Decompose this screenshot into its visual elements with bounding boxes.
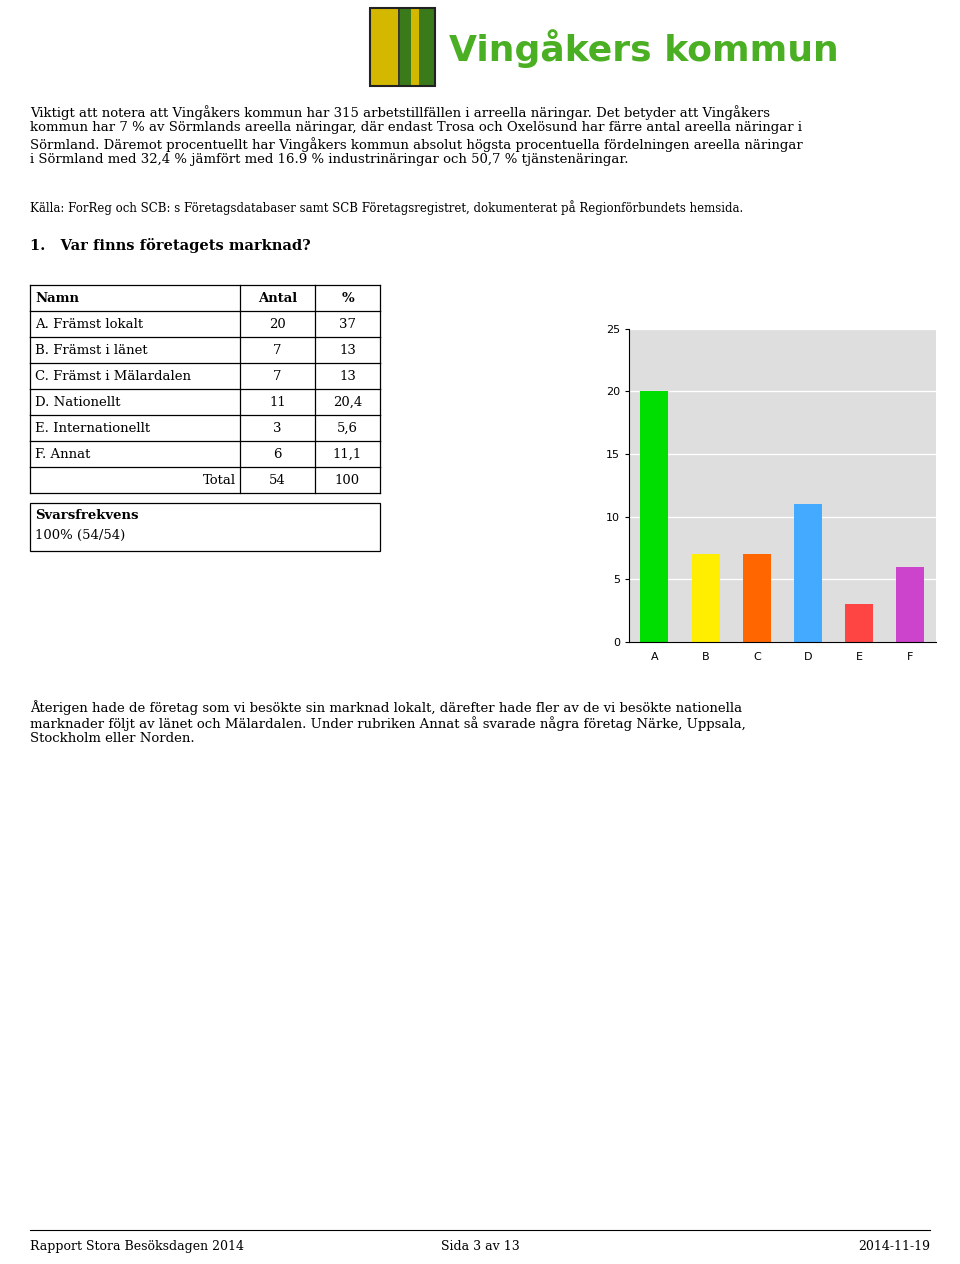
Text: Rapport Stora Besöksdagen 2014: Rapport Stora Besöksdagen 2014 xyxy=(30,1240,244,1253)
Text: 100: 100 xyxy=(335,474,360,487)
Text: 1.   Var finns företagets marknad?: 1. Var finns företagets marknad? xyxy=(30,238,311,253)
Text: kommun har 7 % av Sörmlands areella näringar, där endast Trosa och Oxelösund har: kommun har 7 % av Sörmlands areella näri… xyxy=(30,121,802,134)
Text: 6: 6 xyxy=(274,447,281,460)
Text: 2014-11-19: 2014-11-19 xyxy=(858,1240,930,1253)
Text: A. Främst lokalt: A. Främst lokalt xyxy=(35,317,143,330)
Bar xyxy=(370,8,435,86)
Text: C. Främst i Mälardalen: C. Främst i Mälardalen xyxy=(35,369,191,383)
Text: 7: 7 xyxy=(274,344,281,356)
Text: 7: 7 xyxy=(274,369,281,383)
Text: Vingåkers kommun: Vingåkers kommun xyxy=(449,29,839,68)
Text: 100% (54/54): 100% (54/54) xyxy=(35,530,125,542)
Bar xyxy=(370,8,399,86)
Text: 11: 11 xyxy=(269,396,286,408)
Text: Källa: ForReg och SCB: s Företagsdatabaser samt SCB Företagsregistret, dokumente: Källa: ForReg och SCB: s Företagsdatabas… xyxy=(30,200,743,215)
Bar xyxy=(897,566,924,642)
Text: 5,6: 5,6 xyxy=(337,421,358,435)
Text: Återigen hade de företag som vi besökte sin marknad lokalt, därefter hade fler a: Återigen hade de företag som vi besökte … xyxy=(30,700,742,715)
Text: Svarsfrekvens: Svarsfrekvens xyxy=(35,509,138,522)
Bar xyxy=(640,392,668,642)
Bar xyxy=(743,555,771,642)
Text: Total: Total xyxy=(203,474,236,487)
Text: 13: 13 xyxy=(339,344,356,356)
Text: 13: 13 xyxy=(339,369,356,383)
Bar xyxy=(794,504,822,642)
Text: Namn: Namn xyxy=(35,292,79,305)
Text: i Sörmland med 32,4 % jämfört med 16.9 % industrinäringar och 50,7 % tjänstenäri: i Sörmland med 32,4 % jämfört med 16.9 %… xyxy=(30,153,629,166)
Bar xyxy=(845,604,874,642)
Text: Sida 3 av 13: Sida 3 av 13 xyxy=(441,1240,519,1253)
Text: 3: 3 xyxy=(274,421,281,435)
Text: Viktigt att notera att Vingåkers kommun har 315 arbetstillfällen i arreella näri: Viktigt att notera att Vingåkers kommun … xyxy=(30,105,770,120)
Text: Sörmland. Däremot procentuellt har Vingåkers kommun absolut högsta procentuella : Sörmland. Däremot procentuellt har Vingå… xyxy=(30,137,803,152)
Text: D. Nationellt: D. Nationellt xyxy=(35,396,121,408)
Text: B. Främst i länet: B. Främst i länet xyxy=(35,344,148,356)
Bar xyxy=(411,8,419,86)
Text: %: % xyxy=(341,292,354,305)
Text: 20: 20 xyxy=(269,317,286,330)
Text: 37: 37 xyxy=(339,317,356,330)
Bar xyxy=(30,503,380,551)
Text: marknader följt av länet och Mälardalen. Under rubriken Annat så svarade några f: marknader följt av länet och Mälardalen.… xyxy=(30,715,746,731)
Text: E. Internationellt: E. Internationellt xyxy=(35,421,150,435)
Text: F. Annat: F. Annat xyxy=(35,447,90,460)
Text: 20,4: 20,4 xyxy=(333,396,362,408)
Bar xyxy=(399,8,435,86)
Text: Antal: Antal xyxy=(258,292,298,305)
Text: Stockholm eller Norden.: Stockholm eller Norden. xyxy=(30,732,195,744)
Text: 54: 54 xyxy=(269,474,286,487)
Text: 11,1: 11,1 xyxy=(333,447,362,460)
Bar xyxy=(691,555,720,642)
